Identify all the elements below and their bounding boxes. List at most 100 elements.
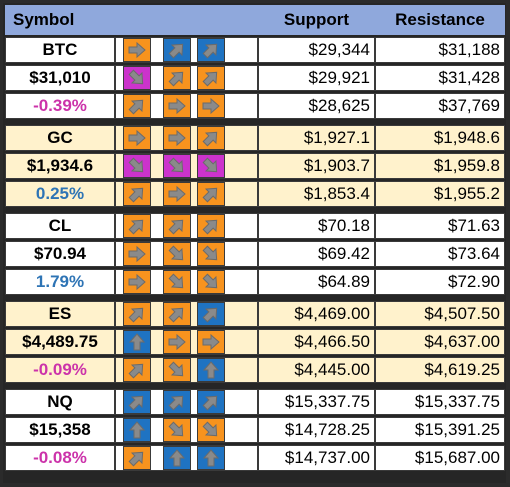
support-cell: $70.18: [258, 213, 375, 239]
support-cell: $28,625: [258, 93, 375, 119]
resistance-cell: $4,619.25: [375, 357, 505, 383]
down-right-arrow-icon: [163, 242, 191, 266]
up-right-arrow-icon: [163, 302, 191, 326]
resistance-cell: $1,955.2: [375, 181, 505, 207]
support-cell: $4,466.50: [258, 329, 375, 355]
symbol-cell: 1.79%: [5, 269, 115, 295]
up-arrow-icon: [123, 418, 151, 442]
symbol-cell: NQ: [5, 389, 115, 415]
symbol-cell: -0.39%: [5, 93, 115, 119]
support-cell: $14,737.00: [258, 445, 375, 471]
down-right-arrow-icon: [123, 66, 151, 90]
header-symbol: Symbol: [13, 10, 75, 29]
up-right-arrow-icon: [163, 66, 191, 90]
right-arrow-icon: [163, 126, 191, 150]
symbol-cell: $15,358: [5, 417, 115, 443]
down-right-arrow-icon: [163, 154, 191, 178]
support-cell: $4,445.00: [258, 357, 375, 383]
resistance-cell: $4,507.50: [375, 301, 505, 327]
symbol-cell: CL: [5, 213, 115, 239]
symbol-cell: ES: [5, 301, 115, 327]
support-cell: $29,344: [258, 37, 375, 63]
symbol-cell: 0.25%: [5, 181, 115, 207]
down-right-arrow-icon: [163, 270, 191, 294]
table-row: GC $1,927.1 $1,948.6: [5, 125, 505, 151]
up-right-arrow-icon: [197, 126, 225, 150]
up-arrow-icon: [197, 358, 225, 382]
resistance-cell: $4,637.00: [375, 329, 505, 355]
table-row: BTC $29,344 $31,188: [5, 37, 505, 63]
up-right-arrow-icon: [197, 302, 225, 326]
up-right-arrow-icon: [197, 390, 225, 414]
table-row: 1.79% $64.89 $72.90: [5, 269, 505, 295]
up-right-arrow-icon: [123, 182, 151, 206]
right-arrow-icon: [163, 94, 191, 118]
table-row: -0.08% $14,737.00 $15,687.00: [5, 445, 505, 471]
resistance-cell: $1,948.6: [375, 125, 505, 151]
down-right-arrow-icon: [197, 270, 225, 294]
right-arrow-icon: [123, 38, 151, 62]
right-arrow-icon: [163, 182, 191, 206]
up-right-arrow-icon: [123, 446, 151, 470]
right-arrow-icon: [197, 330, 225, 354]
support-cell: $1,853.4: [258, 181, 375, 207]
header-resistance: Resistance: [395, 10, 485, 29]
up-arrow-icon: [197, 446, 225, 470]
symbol-cell: BTC: [5, 37, 115, 63]
right-arrow-icon: [123, 270, 151, 294]
support-cell: $64.89: [258, 269, 375, 295]
support-cell: $69.42: [258, 241, 375, 267]
resistance-cell: $72.90: [375, 269, 505, 295]
support-cell: $1,903.7: [258, 153, 375, 179]
table-row: $4,489.75 $4,466.50 $4,637.00: [5, 329, 505, 355]
resistance-cell: $37,769: [375, 93, 505, 119]
resistance-cell: $73.64: [375, 241, 505, 267]
up-right-arrow-icon: [123, 94, 151, 118]
symbol-cell: GC: [5, 125, 115, 151]
down-right-arrow-icon: [163, 418, 191, 442]
up-arrow-icon: [123, 330, 151, 354]
right-arrow-icon: [123, 242, 151, 266]
symbol-cell: $4,489.75: [5, 329, 115, 355]
right-arrow-icon: [163, 330, 191, 354]
table-row: -0.09% $4,445.00 $4,619.25: [5, 357, 505, 383]
up-right-arrow-icon: [123, 214, 151, 238]
table-row: $31,010 $29,921 $31,428: [5, 65, 505, 91]
resistance-cell: $15,687.00: [375, 445, 505, 471]
down-right-arrow-icon: [197, 418, 225, 442]
up-right-arrow-icon: [197, 214, 225, 238]
table-row: ES $4,469.00 $4,507.50: [5, 301, 505, 327]
resistance-cell: $15,391.25: [375, 417, 505, 443]
support-cell: $1,927.1: [258, 125, 375, 151]
table-row: -0.39% $28,625 $37,769: [5, 93, 505, 119]
support-cell: $29,921: [258, 65, 375, 91]
table-row: CL $70.18 $71.63: [5, 213, 505, 239]
up-right-arrow-icon: [123, 358, 151, 382]
resistance-cell: $1,959.8: [375, 153, 505, 179]
header-support: Support: [283, 10, 350, 29]
resistance-cell: $31,428: [375, 65, 505, 91]
symbol-cell: $70.94: [5, 241, 115, 267]
up-right-arrow-icon: [197, 182, 225, 206]
table-header: Symbol Support Resistance: [5, 5, 505, 35]
right-arrow-icon: [197, 94, 225, 118]
up-arrow-icon: [163, 446, 191, 470]
table-row: $15,358 $14,728.25 $15,391.25: [5, 417, 505, 443]
up-right-arrow-icon: [123, 302, 151, 326]
down-right-arrow-icon: [197, 242, 225, 266]
support-cell: $14,728.25: [258, 417, 375, 443]
up-right-arrow-icon: [123, 390, 151, 414]
up-right-arrow-icon: [163, 214, 191, 238]
support-cell: $4,469.00: [258, 301, 375, 327]
table-row: $70.94 $69.42 $73.64: [5, 241, 505, 267]
resistance-cell: $15,337.75: [375, 389, 505, 415]
symbol-cell: $1,934.6: [5, 153, 115, 179]
table-row: NQ $15,337.75 $15,337.75: [5, 389, 505, 415]
up-right-arrow-icon: [163, 38, 191, 62]
right-arrow-icon: [123, 126, 151, 150]
down-right-arrow-icon: [197, 154, 225, 178]
symbol-cell: -0.09%: [5, 357, 115, 383]
down-right-arrow-icon: [163, 358, 191, 382]
resistance-cell: $31,188: [375, 37, 505, 63]
table-row: 0.25% $1,853.4 $1,955.2: [5, 181, 505, 207]
